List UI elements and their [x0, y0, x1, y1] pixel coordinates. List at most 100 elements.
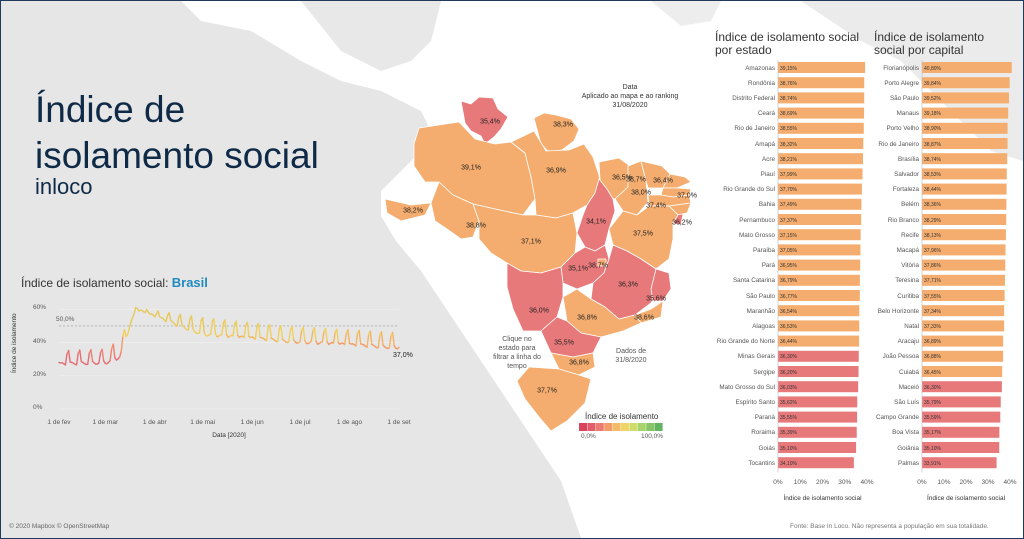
capital-bar[interactable] — [922, 153, 1008, 165]
state-bar[interactable] — [778, 305, 860, 317]
state-chart-title: Índice de isolamento social por estado — [715, 30, 860, 57]
line-chart-title-brasil[interactable]: Brasil — [171, 275, 208, 290]
capital-bar[interactable] — [922, 92, 1009, 104]
state-category-label: Rondônia — [748, 79, 775, 87]
line-x-tick: 1 de abr — [142, 419, 167, 426]
state-category-label: Espírito Santo — [735, 398, 775, 406]
central-america-shape — [301, 1, 441, 71]
state-value-label: 37,15% — [780, 232, 797, 239]
capital-bar[interactable] — [922, 457, 997, 469]
state-bar[interactable] — [778, 214, 862, 225]
map-value-label: 38,6% — [634, 314, 654, 322]
capital-bar[interactable] — [922, 138, 1008, 149]
state-rio-grande-do-norte[interactable] — [662, 173, 692, 189]
state-bar[interactable] — [778, 198, 862, 210]
line-series-segment — [187, 318, 191, 331]
capital-bar[interactable] — [922, 381, 1002, 393]
capital-bar[interactable] — [922, 183, 1007, 195]
capital-bar[interactable] — [922, 62, 1012, 73]
state-rondonia[interactable] — [430, 181, 480, 240]
capital-bar[interactable] — [922, 229, 1006, 241]
state-bar[interactable] — [778, 320, 860, 332]
line-series-segment — [265, 327, 269, 342]
state-bar[interactable] — [778, 335, 860, 347]
state-rio-grande-do-sul[interactable] — [516, 366, 592, 432]
state-amapa[interactable] — [533, 112, 580, 153]
capital-bar[interactable] — [922, 244, 1006, 256]
state-distrito-federal[interactable] — [597, 258, 607, 267]
state-bar[interactable] — [778, 350, 859, 362]
capital-bar[interactable] — [922, 442, 1000, 453]
capital-bar[interactable] — [922, 366, 1003, 377]
capital-bar[interactable] — [922, 168, 1007, 180]
capital-bar[interactable] — [922, 77, 1010, 89]
state-bar[interactable] — [778, 274, 860, 286]
state-value-label: 35,55% — [780, 415, 797, 422]
capital-bar[interactable] — [922, 411, 1001, 423]
state-bar[interactable] — [778, 366, 859, 377]
state-bar[interactable] — [778, 290, 860, 301]
capital-bar[interactable] — [922, 350, 1004, 362]
capital-bar[interactable] — [922, 122, 1008, 134]
capital-bar[interactable] — [922, 290, 1005, 301]
capital-x-tick: 10% — [937, 479, 951, 487]
state-bar[interactable] — [778, 122, 864, 134]
capital-value-label: 36,89% — [924, 339, 941, 346]
capital-bar[interactable] — [922, 198, 1007, 210]
state-bar[interactable] — [778, 62, 866, 73]
capital-value-label: 39,52% — [924, 95, 941, 102]
capital-bar[interactable] — [922, 259, 1006, 271]
state-acre[interactable] — [384, 198, 432, 222]
state-category-label: Pará — [761, 262, 775, 270]
capital-bar[interactable] — [922, 335, 1004, 347]
state-bar[interactable] — [778, 107, 865, 119]
state-bar[interactable] — [778, 229, 861, 241]
state-bar[interactable] — [778, 259, 861, 271]
capital-value-label: 38,53% — [924, 171, 941, 178]
state-bar[interactable] — [778, 426, 857, 438]
state-bar[interactable] — [778, 138, 864, 149]
state-value-label: 37,37% — [780, 217, 797, 224]
state-mato-grosso-do-sul[interactable] — [506, 262, 564, 332]
capital-chart-title: Índice de isolamento social por capital — [874, 30, 985, 57]
state-bar[interactable] — [778, 411, 858, 423]
map-attribution[interactable]: © 2020 Mapbox © OpenStreetMap — [9, 523, 110, 530]
line-y-tick: 0% — [33, 404, 43, 411]
state-bar[interactable] — [778, 457, 854, 469]
capital-bar[interactable] — [922, 426, 1000, 438]
line-series-segment — [179, 313, 183, 326]
title-line-1: Índice de — [35, 89, 186, 130]
capital-bar[interactable] — [922, 305, 1005, 317]
map-value-label: 38,7% — [626, 176, 646, 184]
line-series-segment — [321, 331, 325, 343]
capital-bar[interactable] — [922, 214, 1007, 225]
data-note-date[interactable]: 31/08/2020 — [612, 102, 648, 109]
capital-bar[interactable] — [922, 107, 1009, 119]
capital-value-label: 37,34% — [924, 308, 941, 315]
state-bar[interactable] — [778, 168, 863, 180]
state-category-label: Mato Grosso do Sul — [719, 383, 775, 391]
line-x-axis-label: Data [2020] — [212, 432, 246, 439]
state-bar[interactable] — [778, 77, 865, 89]
state-bar[interactable] — [778, 442, 857, 453]
capital-bar[interactable] — [922, 396, 1001, 408]
capital-bar[interactable] — [922, 274, 1005, 286]
state-bar[interactable] — [778, 244, 861, 256]
line-series-segment — [391, 331, 395, 347]
line-series-segment — [123, 329, 127, 338]
state-bar[interactable] — [778, 396, 858, 408]
state-roraima[interactable] — [460, 96, 509, 145]
capital-bar[interactable] — [922, 320, 1005, 332]
state-bar[interactable] — [778, 153, 864, 165]
state-category-label: Rio Grande do Norte — [716, 338, 775, 346]
state-bar[interactable] — [778, 183, 862, 195]
line-series-segment — [98, 352, 102, 364]
state-bar[interactable] — [778, 381, 859, 393]
line-series-segment — [332, 331, 336, 344]
state-bar[interactable] — [778, 92, 865, 104]
